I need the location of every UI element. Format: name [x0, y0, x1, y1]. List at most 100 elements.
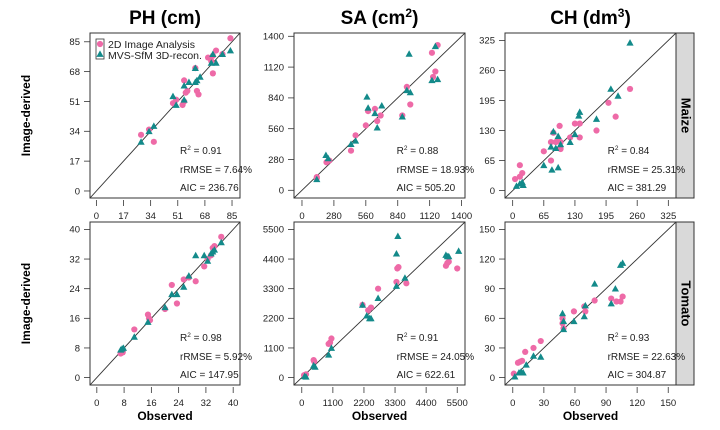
- x-tick-label: 0: [299, 211, 304, 222]
- x-tick-label: 65: [539, 211, 550, 222]
- point-2d-image-analysis: [209, 70, 216, 77]
- x-tick-label: 34: [145, 211, 156, 222]
- point-2d-image-analysis: [519, 169, 526, 177]
- point-2d-image-analysis: [591, 297, 598, 304]
- x-tick-label: 260: [629, 211, 645, 222]
- x-tick-label: 5500: [447, 398, 468, 409]
- panel-frame: [504, 221, 677, 386]
- points-group: [313, 42, 442, 183]
- y-tick-label: 68: [69, 67, 80, 78]
- point-mvs-sfm-3d: [173, 290, 181, 298]
- y-tick-label: 3300: [263, 284, 284, 295]
- point-mvs-sfm-3d: [217, 238, 225, 246]
- r-squared-label: R2 = 0.98: [180, 332, 222, 344]
- point-mvs-sfm-3d: [313, 175, 321, 183]
- point-2d-image-analysis: [522, 348, 529, 356]
- point-2d-image-analysis: [311, 358, 318, 365]
- y-tick-label: 60: [484, 314, 495, 325]
- point-mvs-sfm-3d: [327, 344, 336, 351]
- point-2d-image-analysis: [454, 265, 461, 272]
- y-tick-label: 90: [484, 284, 495, 295]
- y-tick-label: 65: [484, 156, 495, 167]
- x-tick-label: 32: [201, 398, 212, 409]
- point-2d-image-analysis: [547, 157, 555, 164]
- point-2d-image-analysis: [374, 117, 381, 125]
- aic-label: AIC = 381.29: [608, 183, 667, 194]
- x-tick-label: 1120: [419, 211, 439, 222]
- x-tick-label: 560: [358, 211, 374, 222]
- x-tick-label: 130: [567, 211, 583, 222]
- point-2d-image-analysis: [393, 278, 400, 286]
- y-tick-label: 130: [479, 126, 495, 137]
- point-mvs-sfm-3d: [559, 317, 568, 325]
- x-tick-label: 17: [118, 211, 129, 222]
- rrmse-label: rRMSE = 25.31%: [608, 165, 686, 176]
- y-tick-label: 0: [279, 186, 284, 197]
- y-tick-label: 280: [268, 155, 284, 166]
- point-mvs-sfm-3d: [200, 251, 208, 259]
- point-mvs-sfm-3d: [434, 75, 442, 83]
- column-title-ch: CH (dm3): [550, 6, 631, 29]
- y-tick-label: 5500: [263, 225, 284, 236]
- x-tick-label: 195: [598, 211, 614, 222]
- point-mvs-sfm-3d: [204, 257, 212, 264]
- point-mvs-sfm-3d: [193, 76, 201, 84]
- r-squared-label: R2 = 0.93: [608, 332, 650, 344]
- x-tick-label: 0: [299, 398, 304, 409]
- point-mvs-sfm-3d: [511, 373, 519, 380]
- point-mvs-sfm-3d: [172, 101, 180, 108]
- rrmse-label: rRMSE = 5.92%: [180, 352, 252, 363]
- point-mvs-sfm-3d: [403, 86, 411, 94]
- y-tick-label: 30: [484, 343, 495, 354]
- y-tick-label: 325: [479, 36, 495, 47]
- y-tick-label: 260: [479, 66, 495, 77]
- point-mvs-sfm-3d: [180, 82, 188, 89]
- point-2d-image-analysis: [201, 263, 208, 270]
- point-2d-image-analysis: [556, 122, 563, 129]
- point-2d-image-analysis: [570, 308, 578, 315]
- panel-frame: [293, 32, 466, 199]
- point-mvs-sfm-3d: [580, 312, 588, 320]
- points-group: [117, 233, 225, 357]
- point-2d-image-analysis: [403, 280, 410, 287]
- points-group: [510, 259, 627, 380]
- panel-tomato-sa: 0 1100 2200 3300 4400 5500 0 1100 2200 3300 4400 55…: [263, 221, 474, 409]
- point-mvs-sfm-3d: [556, 140, 565, 148]
- x-tick-label: 8: [121, 398, 126, 409]
- points-group: [137, 35, 235, 145]
- point-mvs-sfm-3d: [392, 250, 401, 257]
- point-2d-image-analysis: [131, 326, 138, 333]
- point-2d-image-analysis: [328, 335, 335, 342]
- point-mvs-sfm-3d: [119, 344, 128, 351]
- x-tick-label: 24: [173, 398, 184, 409]
- points-group: [300, 232, 463, 380]
- x-tick-label: 40: [228, 398, 239, 409]
- point-2d-image-analysis: [612, 113, 619, 120]
- point-mvs-sfm-3d: [540, 161, 548, 169]
- x-axis-label: Observed: [137, 409, 192, 423]
- point-mvs-sfm-3d: [180, 283, 188, 290]
- legend-key-box: [95, 38, 105, 60]
- row-strip-label: Tomato: [679, 281, 694, 327]
- point-2d-image-analysis: [576, 120, 583, 127]
- point-2d-image-analysis: [173, 300, 181, 307]
- x-tick-label: 1400: [451, 211, 472, 222]
- point-mvs-sfm-3d: [548, 166, 556, 173]
- point-2d-image-analysis: [212, 47, 220, 54]
- point-mvs-sfm-3d: [576, 108, 584, 115]
- point-2d-image-analysis: [605, 99, 612, 106]
- point-mvs-sfm-3d: [607, 299, 615, 307]
- point-mvs-sfm-3d: [392, 282, 401, 289]
- rrmse-label: rRMSE = 18.93%: [397, 165, 475, 176]
- y-tick-label: 85: [69, 37, 80, 48]
- y-tick-label: 560: [268, 124, 284, 135]
- point-2d-image-analysis: [137, 131, 145, 138]
- column-title-sa: SA (cm2): [341, 6, 419, 29]
- point-mvs-sfm-3d: [575, 112, 583, 119]
- r-squared-label: R2 = 0.91: [397, 332, 439, 344]
- y-tick-label: 0: [279, 373, 284, 384]
- y-tick-label: 34: [69, 127, 80, 138]
- y-tick-label: 1100: [264, 343, 284, 354]
- x-tick-label: 120: [629, 398, 645, 409]
- point-mvs-sfm-3d: [373, 124, 381, 131]
